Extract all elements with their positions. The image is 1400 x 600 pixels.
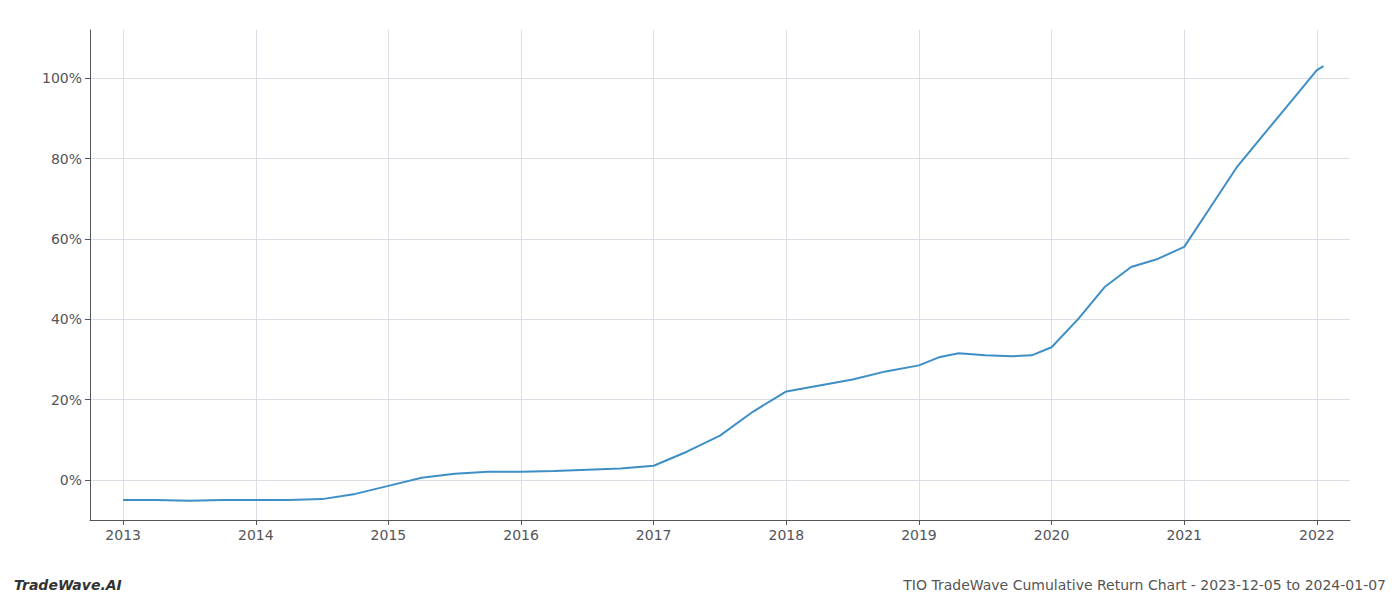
svg-text:2018: 2018 xyxy=(768,527,804,543)
svg-text:100%: 100% xyxy=(42,70,82,86)
svg-text:2017: 2017 xyxy=(636,527,672,543)
svg-text:2021: 2021 xyxy=(1166,527,1202,543)
svg-text:80%: 80% xyxy=(51,151,82,167)
svg-text:20%: 20% xyxy=(51,392,82,408)
svg-text:2022: 2022 xyxy=(1299,527,1335,543)
svg-text:2019: 2019 xyxy=(901,527,937,543)
svg-text:2015: 2015 xyxy=(371,527,407,543)
svg-text:TIO TradeWave Cumulative Retur: TIO TradeWave Cumulative Return Chart - … xyxy=(902,577,1386,593)
svg-text:TradeWave.AI: TradeWave.AI xyxy=(14,577,122,593)
svg-text:40%: 40% xyxy=(51,311,82,327)
svg-text:2016: 2016 xyxy=(503,527,539,543)
svg-text:2020: 2020 xyxy=(1034,527,1070,543)
svg-text:2014: 2014 xyxy=(238,527,274,543)
svg-text:60%: 60% xyxy=(51,231,82,247)
svg-text:0%: 0% xyxy=(60,472,82,488)
svg-text:2013: 2013 xyxy=(105,527,141,543)
